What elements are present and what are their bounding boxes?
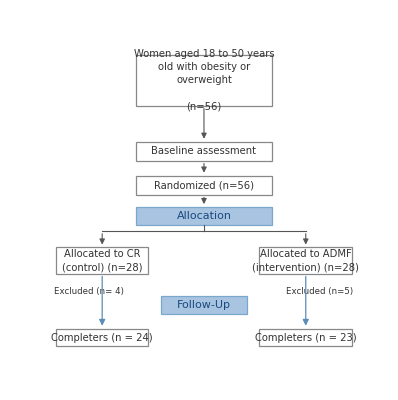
FancyBboxPatch shape [136, 176, 272, 195]
FancyBboxPatch shape [56, 328, 148, 346]
Text: Allocated to ADMF
(intervention) (n=28): Allocated to ADMF (intervention) (n=28) [252, 249, 359, 272]
Text: Completers (n = 24): Completers (n = 24) [51, 332, 153, 342]
Text: Baseline assessment: Baseline assessment [152, 146, 256, 156]
FancyBboxPatch shape [161, 296, 247, 314]
Text: Follow-Up: Follow-Up [177, 300, 231, 310]
Text: Allocated to CR
(control) (n=28): Allocated to CR (control) (n=28) [62, 249, 142, 272]
Text: Excluded (n= 4): Excluded (n= 4) [55, 287, 124, 296]
FancyBboxPatch shape [56, 248, 148, 274]
Text: Completers (n = 23): Completers (n = 23) [255, 332, 357, 342]
Text: Allocation: Allocation [176, 211, 232, 221]
FancyBboxPatch shape [136, 207, 272, 225]
FancyBboxPatch shape [136, 55, 272, 106]
Text: Excluded (n=5): Excluded (n=5) [287, 287, 353, 296]
FancyBboxPatch shape [136, 142, 272, 161]
Text: Randomized (n=56): Randomized (n=56) [154, 180, 254, 190]
FancyBboxPatch shape [259, 328, 352, 346]
FancyBboxPatch shape [259, 248, 352, 274]
Text: Women aged 18 to 50 years
old with obesity or
overweight

(n=56): Women aged 18 to 50 years old with obesi… [134, 49, 274, 112]
